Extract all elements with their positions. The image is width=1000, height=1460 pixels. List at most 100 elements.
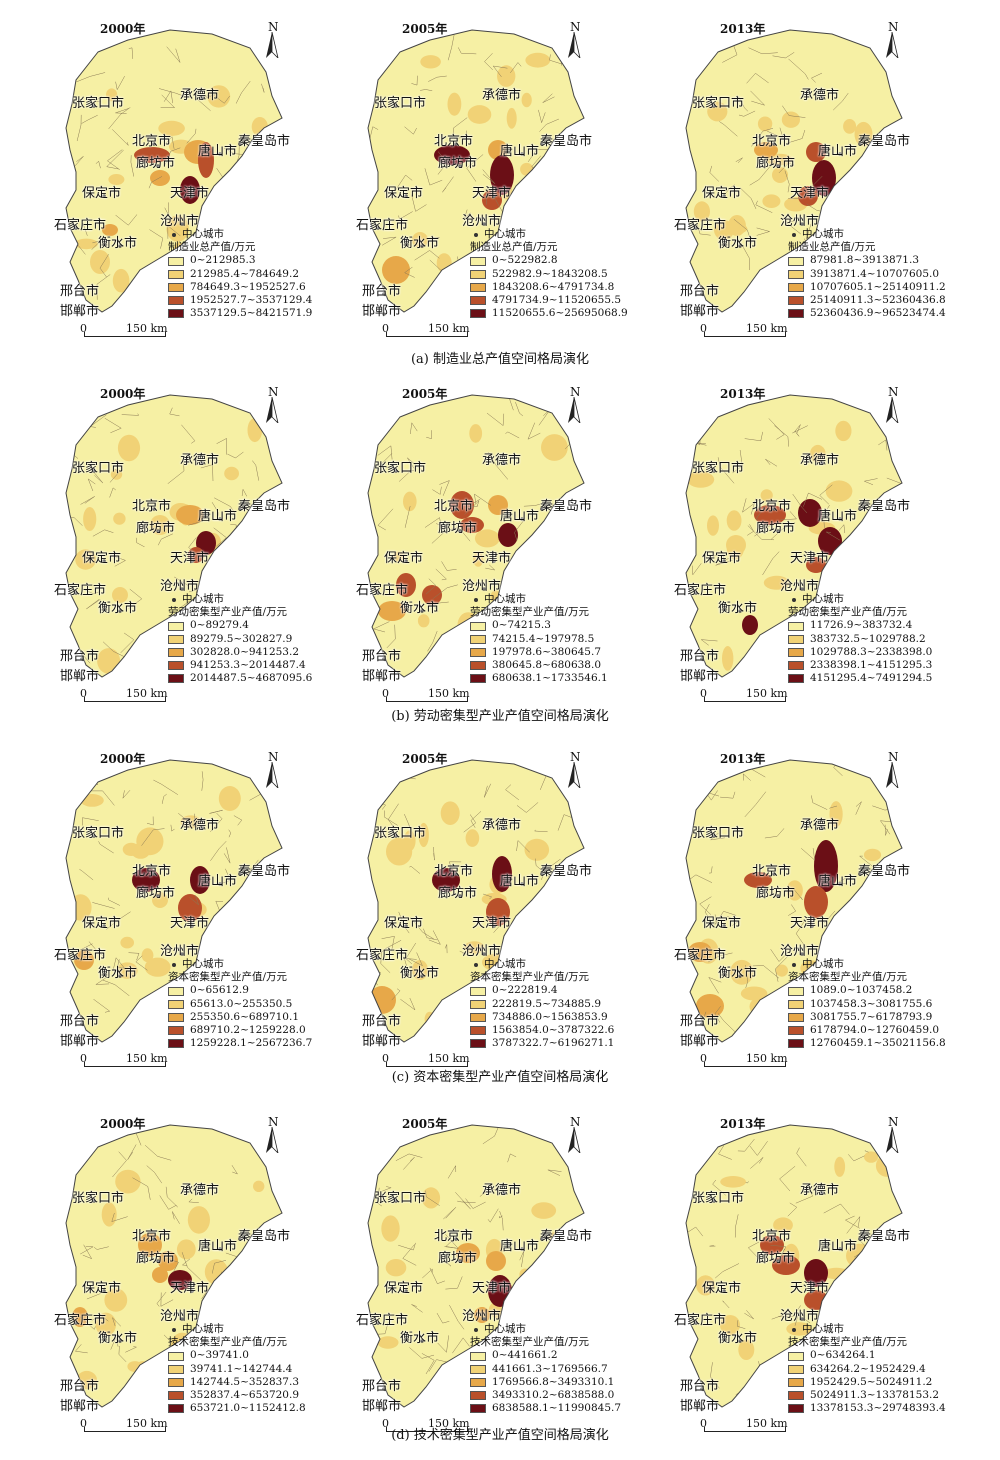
city-dot [700, 657, 704, 661]
city-dot [420, 1339, 424, 1343]
city-label-zhangjiakou: 张家口市 [374, 96, 427, 111]
county-patch [132, 642, 151, 669]
county-patch [190, 866, 210, 894]
city-dot [520, 152, 524, 156]
scale-distance: 150 km [126, 1417, 168, 1430]
county-patch [447, 92, 462, 116]
year-label: 2005年 [402, 387, 448, 401]
legend-item: 0~522982.8 [470, 254, 628, 267]
city-label-shijiazhuang: 石家庄市 [674, 948, 727, 963]
county-patch [104, 1288, 128, 1312]
city-label-beijing: 北京市 [132, 1229, 172, 1244]
region-map [685, 394, 903, 681]
city-label-qinhuangdao: 秦皇岛市 [858, 499, 911, 514]
county-patch [435, 288, 458, 306]
city-label-baoding: 保定市 [82, 551, 122, 566]
north-label: N [268, 1115, 279, 1129]
region-border [685, 759, 903, 1043]
legend-swatch [788, 634, 804, 644]
map-panel: 2013年 N 张家口市 承德市 北京市 廊坊市 唐山市 秦皇岛市 天津市 保定市 沧州市 石家庄市… [640, 730, 950, 1075]
legend-range: 1769566.8~3493310.1 [492, 1375, 615, 1388]
county-patch [553, 539, 578, 556]
county-patch [825, 480, 853, 502]
city-dot [492, 924, 496, 928]
county-patch [381, 1215, 400, 1242]
legend-item: 3537129.5~8421571.9 [168, 307, 312, 320]
city-label-chengde: 承德市 [180, 818, 220, 833]
legend-range: 352837.4~653720.9 [190, 1389, 299, 1402]
scale-distance: 150 km [126, 1052, 168, 1065]
county-patch [760, 489, 773, 502]
legend-title: 技术密集型产业产值/万元 [788, 1336, 908, 1349]
city-label-qinhuangdao: 秦皇岛市 [540, 499, 593, 514]
county-patch [804, 1259, 828, 1287]
city-dot [492, 559, 496, 563]
city-dot [394, 834, 398, 838]
county-patch [562, 1282, 577, 1298]
city-label-beijing: 北京市 [434, 134, 474, 149]
map-legend: 中心城市 劳动密集型产业产值/万元 11726.9~383732.4 383732.5… [788, 593, 932, 685]
legend-swatch [788, 647, 804, 657]
region-map [367, 29, 585, 316]
legend-swatch [168, 986, 184, 996]
city-label-langfang: 廊坊市 [136, 521, 176, 536]
county-patch [150, 515, 170, 535]
legend-item: 2014487.5~4687095.6 [168, 672, 312, 685]
city-dot [152, 142, 156, 146]
city-label-handan: 邯郸市 [362, 669, 402, 684]
region-border [367, 1124, 585, 1408]
legend-swatch [788, 296, 804, 306]
city-dot [482, 222, 486, 226]
county-patch [738, 1339, 755, 1360]
city-dot [376, 1321, 380, 1325]
city-label-handan: 邯郸市 [362, 1399, 402, 1414]
legend-item: 255350.6~689710.1 [168, 1011, 312, 1024]
scale-zero: 0 [80, 322, 87, 335]
legend-item: 1029788.3~2338398.0 [788, 646, 932, 659]
city-dot [74, 591, 78, 595]
city-label-baoding: 保定市 [82, 1281, 122, 1296]
county-patch [152, 892, 168, 908]
city-dot [492, 194, 496, 198]
county-patch [714, 220, 734, 240]
region-map [367, 759, 585, 1046]
legend-title: 制造业总产值/万元 [788, 241, 876, 254]
city-label-hengshui: 衡水市 [98, 966, 138, 981]
map-panel: 2000年 N 张家口市 承德市 北京市 廊坊市 唐山市 秦皇岛市 天津市 保定市 沧州市 石家庄市… [20, 730, 330, 1075]
legend-item: 39741.1~142744.4 [168, 1363, 306, 1376]
county-patch [90, 250, 110, 274]
legend-item: 522982.9~1843208.5 [470, 268, 628, 281]
city-dot [382, 1407, 386, 1411]
north-arrow-icon: N [260, 20, 290, 60]
legend-item: 653721.0~1152412.8 [168, 1402, 306, 1415]
city-label-tianjin: 天津市 [170, 551, 210, 566]
city-label-xingtai: 邢台市 [680, 649, 720, 664]
city-dot [80, 657, 84, 661]
county-patch [187, 1206, 210, 1234]
city-dot-icon [792, 232, 796, 237]
map-legend: 中心城市 制造业总产值/万元 0~212985.3 212985.4~784649.2… [168, 228, 312, 320]
scale-distance: 150 km [126, 687, 168, 700]
legend-swatch [168, 634, 184, 644]
legend-swatch [788, 1364, 804, 1374]
city-dot [200, 1191, 204, 1195]
county-patch [812, 160, 836, 196]
map-legend: 中心城市 技术密集型产业产值/万元 0~634264.1 634264.2~19524… [788, 1323, 946, 1415]
city-dot [118, 1339, 122, 1343]
city-label-xingtai: 邢台市 [680, 1014, 720, 1029]
county-patch [482, 190, 502, 210]
legend-range: 941253.3~2014487.4 [190, 659, 306, 672]
county-patch [742, 615, 758, 635]
scale-bar: 0 150 km [700, 322, 810, 344]
legend-title: 劳动密集型产业产值/万元 [470, 606, 590, 619]
city-dot [102, 924, 106, 928]
city-label-xingtai: 邢台市 [362, 1014, 402, 1029]
county-patch [730, 959, 754, 985]
county-patch [168, 1270, 192, 1290]
legend-swatch [788, 674, 804, 684]
city-label-langfang: 廊坊市 [136, 156, 176, 171]
legend-item: 1769566.8~3493310.1 [470, 1376, 621, 1389]
legend-item: 1843208.6~4791734.8 [470, 281, 628, 294]
county-patch [430, 1377, 446, 1394]
legend-item: 3913871.4~10707605.0 [788, 268, 946, 281]
